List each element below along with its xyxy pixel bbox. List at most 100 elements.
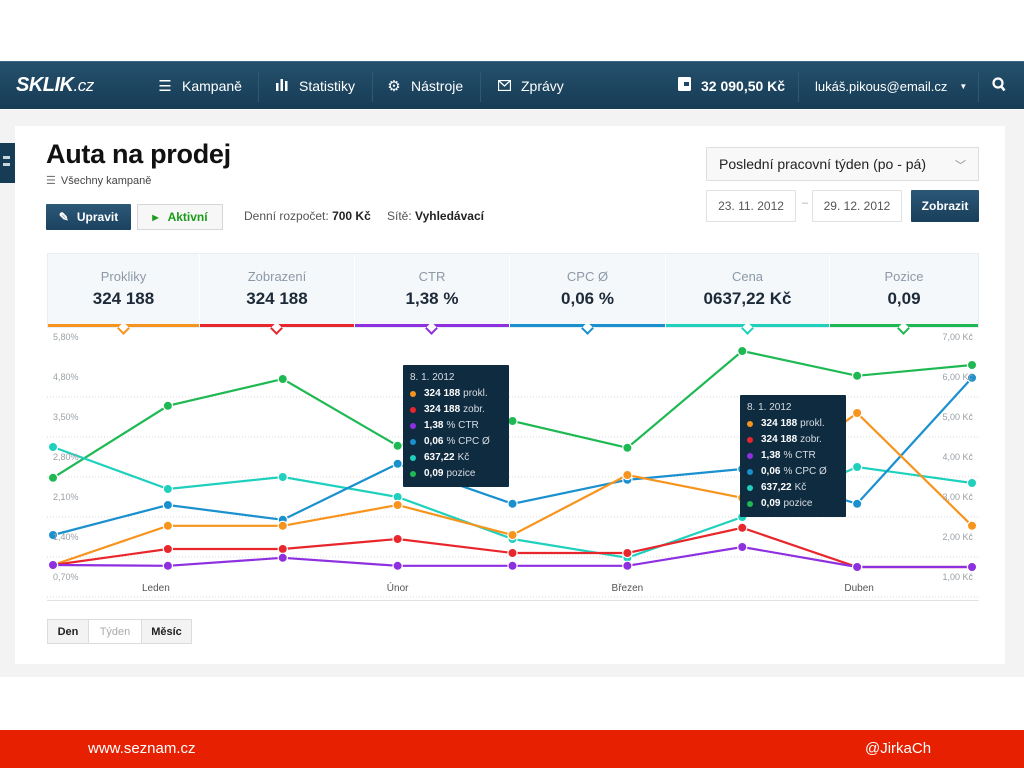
metric-label: Zobrazení	[247, 269, 307, 284]
nav-campaigns[interactable]: ☰ Kampaně	[158, 62, 242, 110]
nav-statistics[interactable]: Statistiky	[275, 62, 355, 110]
date-range-selected: Poslední pracovní týden (po - pá)	[719, 156, 927, 172]
x-axis-tick: Duben	[844, 583, 873, 594]
metric-value: 324 188	[92, 289, 155, 308]
show-button[interactable]: Zobrazit	[911, 190, 979, 222]
metric-value: 324 188	[246, 289, 308, 308]
tooltip-unit: zobr.	[463, 404, 485, 415]
metric-tab-ctr[interactable]: CTR 1,38 %	[355, 254, 510, 335]
data-point	[851, 370, 863, 382]
sklik-logo[interactable]: SKLIK.cz	[16, 74, 94, 97]
y-axis-right-tick: 2,00 Kč	[942, 532, 973, 542]
sidebar-toggle[interactable]	[0, 143, 15, 183]
tooltip-row: 0,09 pozice	[410, 466, 502, 482]
networks-label: Sítě:	[387, 209, 412, 223]
data-point	[47, 472, 59, 483]
data-point	[162, 400, 174, 412]
envelope-icon	[497, 78, 511, 95]
data-point	[47, 441, 59, 453]
search-button[interactable]	[992, 62, 1006, 110]
period-month-button[interactable]: Měsíc	[142, 620, 191, 643]
tooltip-unit: % CPC Ø	[783, 466, 827, 477]
y-axis-left-tick: 0,70%	[53, 572, 79, 582]
metric-tab-impressions[interactable]: Zobrazení 324 188	[200, 254, 355, 335]
metric-tab-cpc[interactable]: CPC Ø 0,06 %	[510, 254, 666, 335]
data-point	[162, 560, 174, 571]
metric-label: Prokliky	[100, 269, 147, 284]
data-point	[47, 529, 59, 541]
breadcrumb-all-campaigns[interactable]: Všechny kampaně	[60, 175, 152, 187]
tooltip-unit: Kč	[794, 482, 807, 493]
data-point	[162, 543, 174, 555]
caret-down-icon: ▼	[959, 81, 968, 91]
tooltip-row: 1,38% CTR	[410, 418, 502, 434]
metric-tab-clicks[interactable]: Prokliky 324 188	[48, 254, 200, 335]
period-day-button[interactable]: Den	[48, 620, 89, 643]
date-range-select[interactable]: Poslední pracovní týden (po - pá) ﹀	[706, 147, 979, 181]
chart-baseline	[47, 600, 979, 601]
status-toggle-button[interactable]: ▶ Aktivní	[137, 204, 223, 230]
period-week-button[interactable]: Týden	[89, 620, 142, 643]
data-point	[162, 520, 174, 531]
y-axis-right-tick: 3,00 Kč	[942, 492, 973, 502]
x-axis-tick: Březen	[612, 583, 644, 594]
breadcrumb[interactable]: ☰ Všechny kampaně	[46, 174, 151, 187]
nav-divider	[480, 72, 481, 102]
y-axis-right-tick: 6,00 Kč	[942, 372, 973, 382]
data-point	[277, 552, 288, 563]
top-navbar: SKLIK.cz ☰ Kampaně Statistiky ⚙ Nástroje…	[0, 61, 1024, 109]
date-from-input[interactable]: 23. 11. 2012	[706, 190, 796, 222]
data-point	[392, 533, 403, 545]
metric-tab-cost[interactable]: Cena 0637,22 Kč	[666, 254, 830, 335]
date-to-input[interactable]: 29. 12. 2012	[812, 190, 902, 222]
data-point	[737, 522, 748, 533]
y-axis-right-tick: 1,00 Kč	[942, 572, 973, 582]
nav-messages[interactable]: Zprávy	[497, 62, 564, 110]
data-point	[507, 547, 518, 559]
nav-tools[interactable]: ⚙ Nástroje	[387, 62, 463, 110]
y-axis-left-tick: 5,80%	[53, 332, 79, 342]
data-point	[392, 499, 403, 511]
daily-budget: Denní rozpočet: 700 Kč	[244, 209, 371, 223]
data-point	[851, 407, 863, 419]
x-axis-tick: Únor	[387, 581, 409, 594]
legend-dot-icon	[747, 453, 753, 459]
nav-messages-label: Zprávy	[521, 78, 564, 94]
chart-tooltip: 8. 1. 2012 324 188 prokl. 324 188 zobr. 1,…	[740, 395, 846, 517]
edit-button-label: Upravit	[76, 210, 119, 224]
data-point	[162, 499, 174, 511]
data-point	[737, 541, 748, 553]
nav-divider	[978, 72, 979, 102]
edit-button[interactable]: ✎ Upravit	[46, 204, 131, 230]
tooltip-row: 637,22 Kč	[410, 450, 502, 466]
tooltip-unit: % CPC Ø	[446, 436, 490, 447]
sidebar-toggle-icon	[3, 156, 10, 159]
legend-dot-icon	[410, 455, 416, 461]
data-point	[851, 461, 863, 473]
user-menu[interactable]: lukáš.pikous@email.cz ▼	[815, 62, 967, 110]
data-point	[851, 561, 863, 573]
nav-divider	[258, 72, 259, 102]
chart-canvas: 5,80% 7,00 Kč 4,80% 6,00 Kč 3,50% 5,00 Kč 2,80…	[47, 332, 979, 598]
tooltip-value: 0,09	[424, 468, 444, 479]
metric-value: 1,38 %	[405, 289, 459, 308]
y-axis-right-tick: 7,00 Kč	[942, 332, 973, 342]
account-balance[interactable]: 32 090,50 Kč	[677, 62, 785, 110]
tooltip-value: 0,06	[761, 466, 781, 477]
data-point	[966, 372, 978, 384]
footer-handle: @JirkaCh	[865, 740, 932, 757]
tooltip-value: 324 188	[424, 388, 461, 399]
tooltip-value: 1,38	[424, 420, 444, 431]
metric-label: CPC Ø	[566, 269, 609, 284]
metric-tab-position[interactable]: Pozice 0,09	[830, 254, 978, 335]
slide-footer: www.seznam.cz @JirkaCh	[0, 730, 1024, 768]
nav-divider	[798, 72, 799, 102]
data-point	[966, 477, 978, 489]
data-point	[277, 471, 288, 483]
tooltip-row: 324 188 zobr.	[410, 402, 502, 418]
metric-value: 0,06 %	[561, 289, 614, 308]
data-point	[966, 520, 978, 531]
play-icon: ▶	[152, 212, 159, 222]
data-point	[507, 560, 518, 571]
data-point	[966, 561, 978, 573]
